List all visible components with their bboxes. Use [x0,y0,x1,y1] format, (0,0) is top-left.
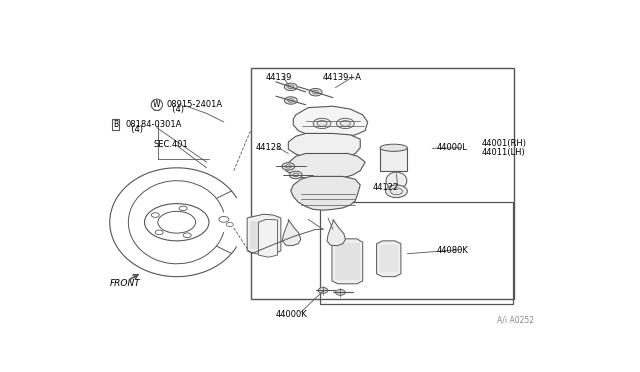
Text: ⓦ: ⓦ [154,100,160,110]
Text: 08184-0301A: 08184-0301A [125,120,182,129]
Text: A/i A0252: A/i A0252 [497,316,534,325]
Text: 44000L: 44000L [437,143,468,152]
Polygon shape [376,241,401,277]
Circle shape [313,118,331,129]
Circle shape [284,97,297,104]
Circle shape [318,288,328,293]
Polygon shape [286,154,365,179]
Bar [320,202,513,304]
Circle shape [385,185,407,198]
Text: 44122: 44122 [372,183,399,192]
Circle shape [282,163,295,170]
Ellipse shape [386,172,407,189]
Polygon shape [259,219,277,257]
Text: 44000K: 44000K [276,310,308,319]
Polygon shape [293,106,367,138]
Text: 08915-2401A: 08915-2401A [167,100,223,109]
Polygon shape [288,134,360,160]
Text: 44080K: 44080K [437,246,469,255]
Bar [380,148,408,171]
Text: (4): (4) [167,105,184,113]
Circle shape [289,171,302,179]
Circle shape [309,89,322,96]
Text: W: W [153,100,161,109]
Text: 44139: 44139 [266,73,292,82]
Text: 44001(RH): 44001(RH) [482,139,527,148]
Text: 44011(LH): 44011(LH) [482,148,525,157]
Text: FRONT: FRONT [110,279,141,288]
Text: 44139+A: 44139+A [323,73,362,82]
Ellipse shape [380,144,407,151]
Polygon shape [247,214,281,254]
Circle shape [337,118,355,129]
Circle shape [335,289,346,295]
Polygon shape [282,219,301,246]
Polygon shape [332,239,363,284]
Bar [380,245,398,272]
Text: SEC.401: SEC.401 [154,140,188,150]
Bar [250,221,278,250]
Bar [251,68,514,299]
Text: 44128: 44128 [256,143,282,152]
Polygon shape [291,176,360,210]
Text: (4): (4) [125,125,143,134]
Polygon shape [327,219,346,246]
Text: B: B [113,121,118,129]
Circle shape [284,83,297,91]
Bar [335,243,360,279]
